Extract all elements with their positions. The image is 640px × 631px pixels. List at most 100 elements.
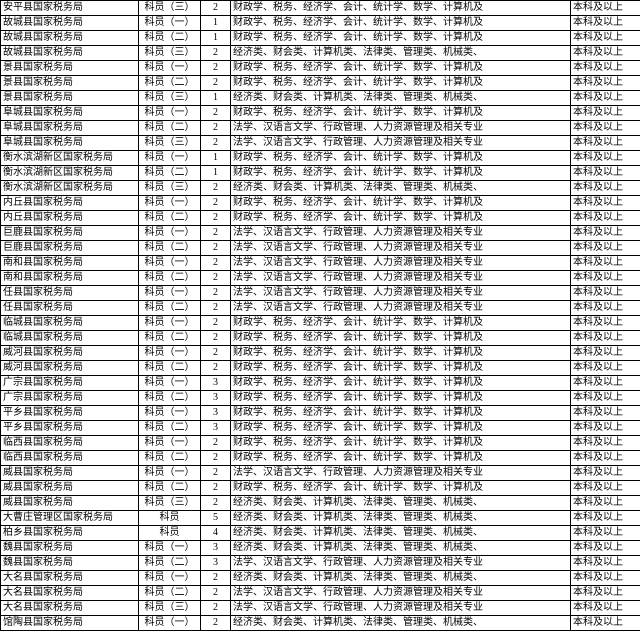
count-cell: 2	[201, 226, 231, 241]
major-cell: 财政学、税务、经济学、会计、统计学、数学、计算机及	[231, 1, 571, 16]
count-cell: 2	[201, 496, 231, 511]
edu-cell: 本科及以上	[571, 601, 640, 616]
major-cell: 财政学、税务、经济学、会计、统计学、数学、计算机及	[231, 451, 571, 466]
org-cell: 大名县国家税务局	[1, 571, 139, 586]
major-cell: 财政学、税务、经济学、会计、统计学、数学、计算机及	[231, 406, 571, 421]
org-cell: 临西县国家税务局	[1, 436, 139, 451]
org-cell: 故城县国家税务局	[1, 31, 139, 46]
position-cell: 科员（一）	[139, 436, 201, 451]
position-cell: 科员（二）	[139, 211, 201, 226]
table-row: 魏县国家税务局科员（一）3经济类、财会类、计算机类、法律类、管理类、机械类、本科…	[1, 541, 640, 556]
major-cell: 经济类、财会类、计算机类、法律类、管理类、机械类、	[231, 181, 571, 196]
edu-cell: 本科及以上	[571, 61, 640, 76]
position-cell: 科员（二）	[139, 166, 201, 181]
major-cell: 法学、汉语言文学、行政管理、人力资源管理及相关专业	[231, 136, 571, 151]
org-cell: 广宗县国家税务局	[1, 391, 139, 406]
major-cell: 财政学、税务、经济学、会计、统计学、数学、计算机及	[231, 76, 571, 91]
table-row: 故城县国家税务局科员（一）1财政学、税务、经济学、会计、统计学、数学、计算机及本…	[1, 16, 640, 31]
edu-cell: 本科及以上	[571, 586, 640, 601]
position-cell: 科员（三）	[139, 91, 201, 106]
org-cell: 阜城县国家税务局	[1, 121, 139, 136]
org-cell: 馆陶县国家税务局	[1, 616, 139, 631]
edu-cell: 本科及以上	[571, 16, 640, 31]
table-row: 威河县国家税务局科员（二）2财政学、税务、经济学、会计、统计学、数学、计算机及本…	[1, 361, 640, 376]
count-cell: 2	[201, 106, 231, 121]
major-cell: 财政学、税务、经济学、会计、统计学、数学、计算机及	[231, 376, 571, 391]
org-cell: 广宗县国家税务局	[1, 376, 139, 391]
major-cell: 财政学、税务、经济学、会计、统计学、数学、计算机及	[231, 346, 571, 361]
table-row: 内丘县国家税务局科员（二）2财政学、税务、经济学、会计、统计学、数学、计算机及本…	[1, 211, 640, 226]
count-cell: 1	[201, 31, 231, 46]
count-cell: 2	[201, 1, 231, 16]
major-cell: 财政学、税务、经济学、会计、统计学、数学、计算机及	[231, 106, 571, 121]
table-row: 阜城县国家税务局科员（一）2财政学、税务、经济学、会计、统计学、数学、计算机及本…	[1, 106, 640, 121]
org-cell: 大名县国家税务局	[1, 586, 139, 601]
count-cell: 2	[201, 61, 231, 76]
table-row: 临城县国家税务局科员（一）2财政学、税务、经济学、会计、统计学、数学、计算机及本…	[1, 316, 640, 331]
table-row: 内丘县国家税务局科员（一）2财政学、税务、经济学、会计、统计学、数学、计算机及本…	[1, 196, 640, 211]
table-row: 阜城县国家税务局科员（二）2法学、汉语言文学、行政管理、人力资源管理及相关专业本…	[1, 121, 640, 136]
major-cell: 财政学、税务、经济学、会计、统计学、数学、计算机及	[231, 16, 571, 31]
org-cell: 魏县国家税务局	[1, 556, 139, 571]
major-cell: 法学、汉语言文学、行政管理、人力资源管理及相关专业	[231, 121, 571, 136]
position-cell: 科员（三）	[139, 496, 201, 511]
count-cell: 3	[201, 406, 231, 421]
edu-cell: 本科及以上	[571, 301, 640, 316]
table-row: 大名县国家税务局科员（三）2法学、汉语言文学、行政管理、人力资源管理及相关专业本…	[1, 601, 640, 616]
edu-cell: 本科及以上	[571, 556, 640, 571]
table-row: 临城县国家税务局科员（二）2财政学、税务、经济学、会计、统计学、数学、计算机及本…	[1, 331, 640, 346]
count-cell: 2	[201, 196, 231, 211]
count-cell: 1	[201, 166, 231, 181]
org-cell: 临西县国家税务局	[1, 451, 139, 466]
table-row: 广宗县国家税务局科员（一）3财政学、税务、经济学、会计、统计学、数学、计算机及本…	[1, 376, 640, 391]
count-cell: 5	[201, 511, 231, 526]
edu-cell: 本科及以上	[571, 361, 640, 376]
count-cell: 2	[201, 466, 231, 481]
table-row: 威县国家税务局科员（三）2经济类、财会类、计算机类、法律类、管理类、机械类、本科…	[1, 496, 640, 511]
table-row: 大名县国家税务局科员（一）2经济类、财会类、计算机类、法律类、管理类、机械类、本…	[1, 571, 640, 586]
edu-cell: 本科及以上	[571, 391, 640, 406]
position-cell: 科员（二）	[139, 76, 201, 91]
org-cell: 临城县国家税务局	[1, 331, 139, 346]
position-cell: 科员（一）	[139, 16, 201, 31]
edu-cell: 本科及以上	[571, 271, 640, 286]
major-cell: 财政学、税务、经济学、会计、统计学、数学、计算机及	[231, 481, 571, 496]
count-cell: 3	[201, 376, 231, 391]
table-row: 巨鹿县国家税务局科员（二）2法学、汉语言文学、行政管理、人力资源管理及相关专业本…	[1, 241, 640, 256]
edu-cell: 本科及以上	[571, 256, 640, 271]
table-row: 威县国家税务局科员（一）2法学、汉语言文学、行政管理、人力资源管理及相关专业本科…	[1, 466, 640, 481]
major-cell: 法学、汉语言文学、行政管理、人力资源管理及相关专业	[231, 556, 571, 571]
position-cell: 科员（一）	[139, 616, 201, 631]
count-cell: 2	[201, 316, 231, 331]
position-cell: 科员（一）	[139, 151, 201, 166]
edu-cell: 本科及以上	[571, 31, 640, 46]
count-cell: 2	[201, 121, 231, 136]
count-cell: 1	[201, 16, 231, 31]
org-cell: 临城县国家税务局	[1, 316, 139, 331]
org-cell: 内丘县国家税务局	[1, 196, 139, 211]
position-cell: 科员（二）	[139, 241, 201, 256]
org-cell: 阜城县国家税务局	[1, 106, 139, 121]
edu-cell: 本科及以上	[571, 616, 640, 631]
position-cell: 科员（二）	[139, 421, 201, 436]
major-cell: 财政学、税务、经济学、会计、统计学、数学、计算机及	[231, 31, 571, 46]
org-cell: 南和县国家税务局	[1, 271, 139, 286]
count-cell: 4	[201, 526, 231, 541]
major-cell: 财政学、税务、经济学、会计、统计学、数学、计算机及	[231, 421, 571, 436]
table-row: 衡水滨湖新区国家税务局科员（一）1财政学、税务、经济学、会计、统计学、数学、计算…	[1, 151, 640, 166]
major-cell: 财政学、税务、经济学、会计、统计学、数学、计算机及	[231, 391, 571, 406]
position-cell: 科员（一）	[139, 466, 201, 481]
table-row: 任县国家税务局科员（一）2法学、汉语言文学、行政管理、人力资源管理及相关专业本科…	[1, 286, 640, 301]
table-row: 平乡县国家税务局科员（一）3财政学、税务、经济学、会计、统计学、数学、计算机及本…	[1, 406, 640, 421]
position-cell: 科员（一）	[139, 61, 201, 76]
table-row: 平乡县国家税务局科员（二）3财政学、税务、经济学、会计、统计学、数学、计算机及本…	[1, 421, 640, 436]
position-cell: 科员（一）	[139, 376, 201, 391]
count-cell: 2	[201, 331, 231, 346]
edu-cell: 本科及以上	[571, 196, 640, 211]
position-cell: 科员（二）	[139, 481, 201, 496]
org-cell: 衡水滨湖新区国家税务局	[1, 166, 139, 181]
count-cell: 2	[201, 586, 231, 601]
position-cell: 科员（二）	[139, 121, 201, 136]
position-cell: 科员（一）	[139, 256, 201, 271]
major-cell: 财政学、税务、经济学、会计、统计学、数学、计算机及	[231, 331, 571, 346]
